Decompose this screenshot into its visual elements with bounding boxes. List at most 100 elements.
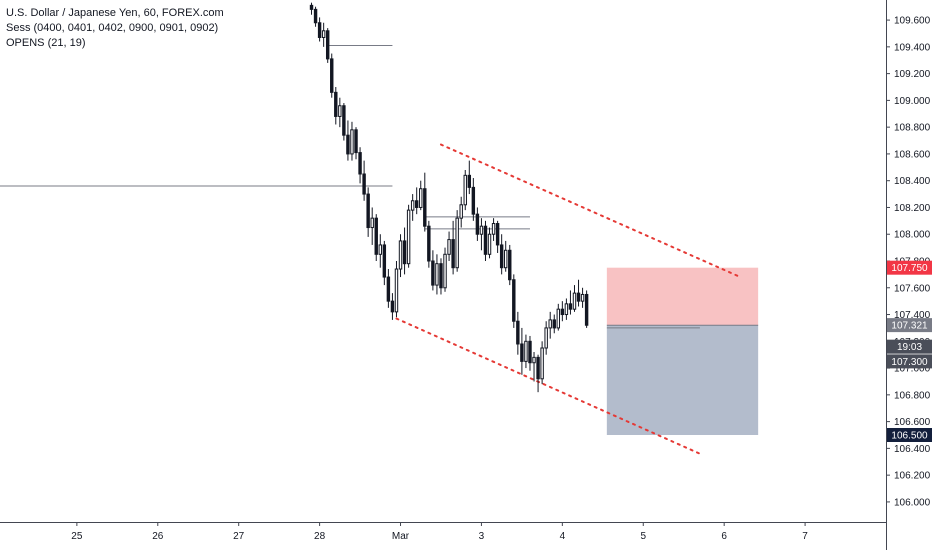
candle <box>564 298 569 320</box>
candle <box>560 301 565 322</box>
candle-body <box>556 308 561 329</box>
price-tag: 19:03 <box>887 339 932 354</box>
candle <box>568 290 573 315</box>
candle <box>516 311 520 355</box>
candle <box>451 220 455 275</box>
candle-body <box>346 134 350 155</box>
candle <box>471 178 476 221</box>
price-tag-label: 107.300 <box>891 357 928 368</box>
candle <box>499 234 504 275</box>
candle <box>455 210 459 272</box>
price-tag-label: 19:03 <box>897 342 922 353</box>
price-tag-bg <box>887 260 932 275</box>
candle-body <box>334 91 338 117</box>
candle <box>374 214 378 261</box>
price-tag-bg <box>887 428 932 442</box>
candle-body <box>406 209 411 265</box>
candle <box>358 147 362 184</box>
y-tick-label: 109.400 <box>894 42 931 53</box>
y-tick-label: 106.400 <box>894 444 931 455</box>
candle-body <box>491 223 496 235</box>
candle-body <box>419 188 423 208</box>
price-tag-bg <box>887 339 932 354</box>
candle <box>431 250 435 291</box>
candle <box>572 285 577 312</box>
candle-body <box>536 356 540 380</box>
candle <box>512 274 516 328</box>
candle-body <box>471 186 476 215</box>
candle <box>406 204 411 268</box>
candle-body <box>382 244 387 278</box>
candle <box>362 160 366 201</box>
x-tick-label: 25 <box>71 531 83 542</box>
candle-body <box>342 105 346 136</box>
candle <box>528 335 532 371</box>
candle <box>487 227 492 259</box>
candle <box>366 187 370 237</box>
candle-body <box>475 213 480 235</box>
price-tag-label: 107.321 <box>891 321 928 332</box>
legend-title: U.S. Dollar / Japanese Yen, 60, FOREX.co… <box>6 7 224 19</box>
candle-body <box>374 217 378 255</box>
candle-body <box>463 174 467 206</box>
candle-body <box>467 174 472 188</box>
candle-body <box>378 244 383 255</box>
candle <box>580 287 585 308</box>
candle-body <box>451 239 455 269</box>
candle <box>427 220 431 268</box>
price-tag: 107.750 <box>887 260 932 275</box>
candle-body <box>330 58 334 93</box>
candle-body <box>528 340 532 364</box>
candle-body <box>410 200 415 211</box>
x-tick-label: 5 <box>640 531 646 542</box>
candle-body <box>540 347 544 380</box>
price-tag-label: 106.500 <box>891 431 928 442</box>
candle <box>398 234 403 278</box>
candle-body <box>520 343 524 362</box>
candle-body <box>354 129 358 154</box>
candle-body <box>431 260 435 286</box>
y-tick-label: 108.800 <box>894 123 931 134</box>
x-tick-label: 6 <box>721 531 727 542</box>
candle-body <box>394 268 399 313</box>
horizontal-lines <box>0 45 700 329</box>
candle-body <box>309 4 314 10</box>
price-tag: 107.321 <box>887 318 932 333</box>
candle <box>317 17 322 42</box>
y-tick-label: 108.200 <box>894 203 931 214</box>
candle-body <box>508 249 512 281</box>
y-tick-label: 106.600 <box>894 417 931 428</box>
candle-body <box>435 263 439 286</box>
candle <box>382 240 387 286</box>
x-tick-label: 28 <box>314 531 326 542</box>
candle <box>334 87 338 125</box>
candle-body <box>447 239 451 255</box>
candle-body <box>358 152 362 175</box>
candle <box>346 120 350 161</box>
candle <box>354 127 358 160</box>
candle <box>402 227 407 275</box>
y-tick-label: 106.800 <box>894 390 931 401</box>
price-tags: 107.750 107.321 19:03 107.300 106.500 <box>887 260 932 442</box>
price-tag: 106.500 <box>887 428 932 442</box>
chart-legend: U.S. Dollar / Japanese Yen, 60, FOREX.co… <box>6 6 224 51</box>
x-tick-label: 3 <box>479 531 485 542</box>
candle <box>313 6 318 27</box>
candle <box>524 334 528 369</box>
candle-body <box>560 308 565 316</box>
candle <box>544 321 548 355</box>
candle-body <box>572 292 577 310</box>
candle-body <box>499 244 504 269</box>
y-tick-label: 108.600 <box>894 149 931 160</box>
stop-loss-zone <box>606 267 759 326</box>
candle <box>423 172 427 232</box>
legend-sessions: Sess (0400, 0401, 0402, 0900, 0901, 0902… <box>6 22 219 34</box>
candle-body <box>366 193 370 229</box>
candle <box>410 194 415 221</box>
candles <box>309 2 589 393</box>
y-tick-label: 108.000 <box>894 230 931 241</box>
candle <box>386 269 391 308</box>
candle-body <box>386 276 391 302</box>
